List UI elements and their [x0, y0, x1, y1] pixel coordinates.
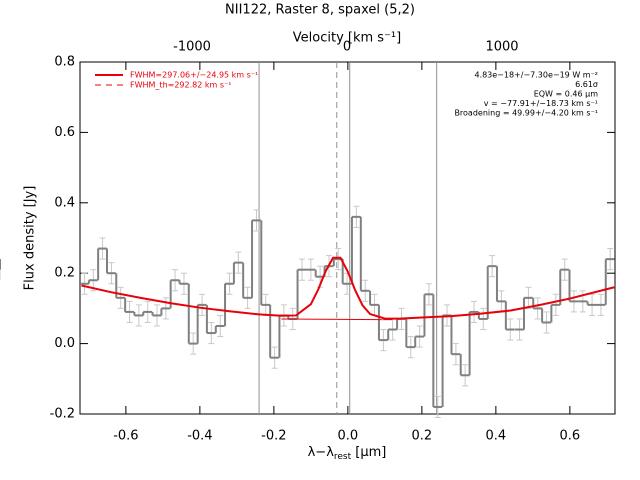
annotation: EQW = 0.46 μm	[534, 90, 598, 99]
y-tick-label: 0.4	[54, 195, 75, 210]
x-axis-label: λ−λrest [μm]	[308, 445, 387, 462]
fit-line	[81, 256, 615, 320]
x-tick-label: 0.6	[560, 429, 581, 444]
x-tick-label: -0.6	[113, 429, 138, 444]
y-axis-label: Flux density [Jy]	[23, 186, 38, 291]
legend-label: FWHM=297.06+/−24.95 km s⁻¹	[130, 71, 258, 80]
x2-axis-label: Velocity [km s⁻¹]	[293, 31, 401, 46]
y-tick-label: 0.0	[54, 336, 75, 351]
annotation: v = −77.91+/−18.73 km s⁻¹	[484, 99, 598, 108]
x2-tick-label: -1000	[173, 40, 211, 55]
x-label-main: λ−λ	[308, 445, 335, 460]
x-tick-label: 0.2	[412, 429, 433, 444]
continuum-line	[281, 318, 393, 321]
y-tick-label: 0.6	[54, 125, 75, 140]
x-tick-label: 0.0	[338, 429, 359, 444]
chart-title: NII122, Raster 8, spaxel (5,2)	[225, 3, 415, 18]
annotation: 6.61σ	[575, 80, 598, 89]
annotation: 4.83e−18+/−7.30e−19 W m⁻²	[474, 71, 598, 80]
x-tick-label: -0.4	[187, 429, 212, 444]
x2-tick-label: 0	[343, 40, 351, 55]
y-tick-label: 0.2	[54, 266, 75, 281]
x-tick-label: 0.4	[486, 429, 507, 444]
annotation: Broadening = 49.99+/−4.20 km s⁻¹	[454, 109, 598, 118]
legend-label: FWHM_th=292.82 km s⁻¹	[130, 81, 231, 90]
x-tick-label: -0.2	[261, 429, 286, 444]
x2-tick-label: 1000	[485, 40, 518, 55]
x-label-sub: rest	[334, 452, 352, 462]
y-tick-label: -0.2	[50, 407, 75, 422]
x-label-unit: [μm]	[351, 445, 386, 460]
y-tick-label: 0.8	[54, 55, 75, 70]
